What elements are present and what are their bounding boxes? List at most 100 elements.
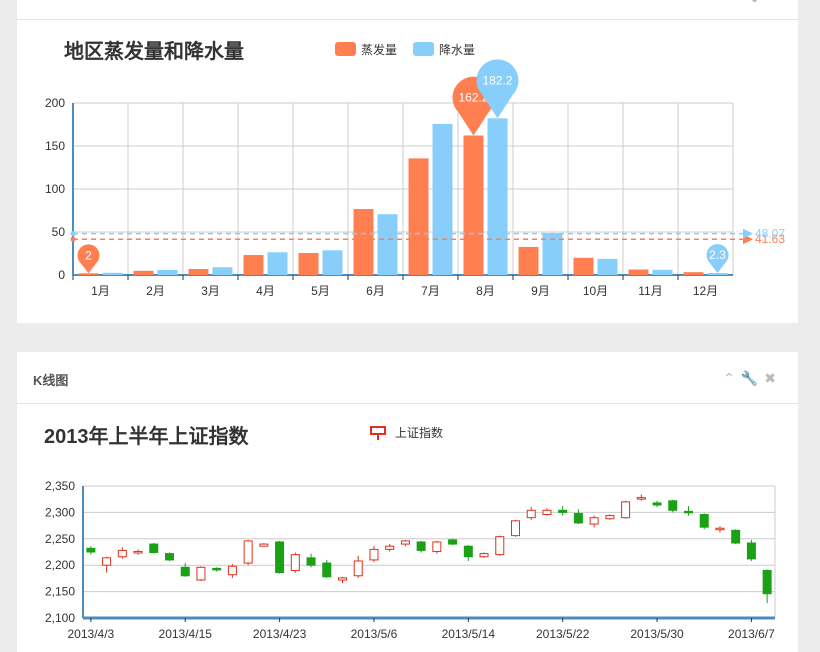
legend-candle-icon (370, 426, 386, 435)
legend-swatch (413, 42, 434, 56)
mark-point-pin (476, 59, 519, 119)
bar-evaporation (298, 252, 319, 275)
y-tick-label: 50 (52, 225, 66, 239)
wrench-icon[interactable]: 🔧 (741, 0, 764, 2)
x-tick-label: 4月 (256, 284, 275, 298)
candle-up (495, 536, 505, 556)
close-icon[interactable]: ✖ (764, 0, 782, 2)
bar-evaporation (243, 255, 264, 275)
chart-title: 地区蒸发量和降水量 (64, 39, 244, 63)
legend-label: 上证指数 (395, 425, 443, 440)
mark-point-pin (706, 244, 729, 274)
chevron-up-icon[interactable]: ⌃ (723, 0, 741, 2)
candle-down (180, 566, 190, 577)
candle-up (542, 509, 552, 516)
candle-up (196, 566, 206, 581)
bar-precipitation (267, 252, 288, 275)
candle-up (117, 549, 127, 558)
wrench-icon[interactable]: 🔧 (740, 370, 765, 386)
candle-up (353, 560, 363, 577)
bar-precipitation (212, 267, 233, 275)
panel-header: K线图 ⌃🔧✖ (17, 352, 798, 404)
bar-precipitation (542, 233, 563, 275)
y-tick-label: 2,200 (45, 558, 75, 572)
x-tick-label: 2013/5/22 (536, 627, 590, 641)
x-tick-label: 12月 (693, 284, 718, 298)
candle-up (715, 527, 725, 531)
candle-down (668, 500, 678, 511)
candle-down (746, 542, 756, 560)
y-tick-label: 100 (45, 182, 65, 196)
mark-point-label: 2 (85, 248, 92, 262)
bar-precipitation (597, 258, 618, 275)
x-tick-label: 2013/4/3 (68, 627, 115, 641)
y-tick-label: 150 (45, 139, 65, 153)
x-tick-label: 2013/5/6 (351, 627, 398, 641)
close-icon[interactable]: ✖ (764, 370, 782, 386)
candle-down (762, 569, 772, 595)
x-tick-label: 3月 (201, 284, 220, 298)
chevron-up-icon[interactable]: ⌃ (723, 370, 741, 386)
panel-header: ⌃🔧✖ (17, 0, 798, 20)
mark-line-label: 41.63 (755, 232, 785, 246)
candle-up (133, 550, 143, 554)
candle-up (385, 545, 395, 550)
candle-down (731, 529, 741, 544)
candle-down (699, 514, 709, 528)
x-tick-label: 10月 (583, 284, 608, 298)
x-tick-label: 2013/4/15 (159, 627, 213, 641)
bar-precipitation (707, 273, 728, 275)
candle-down (275, 541, 285, 574)
mark-point-pin (77, 244, 100, 274)
y-tick-label: 2,300 (45, 505, 75, 519)
candle-down (416, 541, 426, 551)
x-tick-label: 2013/5/30 (630, 627, 684, 641)
candle-down (573, 512, 583, 524)
bar-precipitation (487, 118, 508, 275)
mark-line-label: 48.07 (755, 227, 785, 241)
bar-precipitation (157, 269, 178, 275)
y-tick-label: 200 (45, 96, 65, 110)
x-tick-label: 2013/4/23 (253, 627, 307, 641)
bar-evaporation (573, 257, 594, 275)
candle-up (290, 554, 300, 571)
candle-up (636, 497, 646, 500)
panel-tools: ⌃🔧✖ (723, 370, 782, 387)
bar-evaporation (188, 268, 209, 275)
candle-down (212, 567, 222, 571)
y-tick-label: 0 (58, 268, 65, 282)
x-tick-label: 1月 (91, 284, 110, 298)
candle-up (227, 565, 237, 576)
candle-down (684, 510, 693, 514)
mark-line-arrow (743, 228, 753, 239)
bar-evaporation (463, 135, 484, 275)
bar-precipitation (432, 123, 453, 275)
chart-panel-kline: K线图 ⌃🔧✖ 2013年上半年上证指数 上证指数 2,100 2,150 2,200 2… (17, 352, 798, 652)
y-tick-label: 2,150 (45, 585, 75, 599)
candle-down (322, 562, 332, 578)
x-tick-label: 11月 (638, 284, 662, 298)
mark-point-label: 162.2 (458, 91, 488, 105)
bar-evaporation (518, 246, 539, 275)
legend-label: 蒸发量 (361, 42, 397, 57)
y-tick-label: 2,250 (45, 532, 75, 546)
x-tick-label: 7月 (421, 284, 440, 298)
mark-point-label: 2.3 (709, 248, 726, 262)
candle-up (605, 515, 615, 520)
candle-up (259, 543, 269, 547)
candle-up (621, 501, 631, 519)
candle-down (652, 502, 662, 506)
y-tick-label: 2,100 (45, 611, 75, 625)
candle-up (369, 548, 379, 561)
bar-precipitation (377, 214, 398, 275)
legend-swatch (335, 42, 356, 56)
kline-chart: 2013年上半年上证指数 上证指数 2,100 2,150 2,200 2,250 2,30… (44, 424, 776, 641)
x-tick-label: 8月 (476, 284, 495, 298)
y-tick-label: 2,350 (45, 479, 75, 493)
bar-evaporation (408, 158, 429, 275)
candle-up (432, 541, 442, 552)
bar-evaporation (353, 209, 374, 275)
bar-precipitation (652, 269, 673, 275)
panel-tools: ⌃🔧✖ (723, 0, 782, 3)
bar-evaporation (628, 269, 649, 275)
